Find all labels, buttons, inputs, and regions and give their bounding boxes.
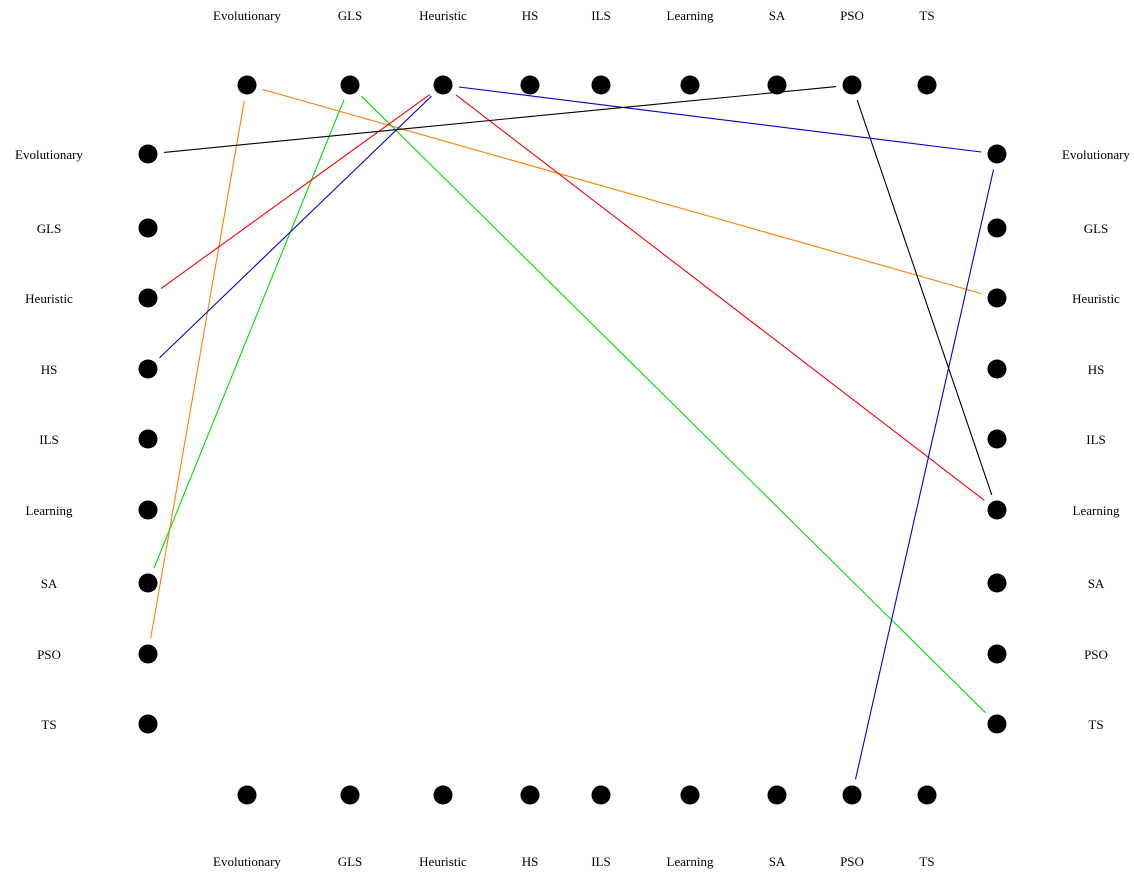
top-label-ils: ILS	[591, 8, 611, 23]
right-node-hs	[987, 359, 1007, 379]
bottom-node-hs	[520, 785, 540, 805]
bottom-node-heuristic	[433, 785, 453, 805]
top-node-hs	[520, 75, 540, 95]
connection-line-11	[854, 169, 995, 780]
left-node-pso	[138, 644, 158, 664]
bottom-label-ts: TS	[919, 854, 934, 869]
bottom-label-gls: GLS	[338, 854, 363, 869]
bottom-node-pso	[842, 785, 862, 805]
top-label-heuristic: Heuristic	[419, 8, 467, 23]
connection-line-7	[458, 86, 982, 153]
left-node-evolutionary	[138, 144, 158, 164]
right-node-evolutionary	[987, 144, 1007, 164]
bottom-label-learning: Learning	[667, 854, 714, 869]
top-node-learning	[680, 75, 700, 95]
top-label-pso: PSO	[840, 8, 864, 23]
top-node-sa	[767, 75, 787, 95]
left-label-evolutionary: Evolutionary	[15, 147, 83, 162]
bottom-node-ils	[591, 785, 611, 805]
bottom-node-learning	[680, 785, 700, 805]
top-node-evolutionary	[237, 75, 257, 95]
right-node-heuristic	[987, 288, 1007, 308]
left-label-pso: PSO	[37, 647, 61, 662]
right-node-gls	[987, 218, 1007, 238]
bottom-label-hs: HS	[522, 854, 539, 869]
left-label-gls: GLS	[37, 221, 62, 236]
left-label-learning: Learning	[26, 503, 73, 518]
connection-line-1	[262, 88, 982, 295]
left-node-heuristic	[138, 288, 158, 308]
top-label-gls: GLS	[338, 8, 363, 23]
bottom-node-sa	[767, 785, 787, 805]
right-label-learning: Learning	[1073, 503, 1120, 518]
right-node-ts	[987, 714, 1007, 734]
left-label-ils: ILS	[39, 432, 59, 447]
right-label-ils: ILS	[1086, 432, 1106, 447]
left-node-sa	[138, 573, 158, 593]
bottom-node-evolutionary	[237, 785, 257, 805]
connection-line-10	[856, 99, 993, 496]
right-node-pso	[987, 644, 1007, 664]
bottom-label-pso: PSO	[840, 854, 864, 869]
right-label-gls: GLS	[1084, 221, 1109, 236]
top-label-evolutionary: Evolutionary	[213, 8, 281, 23]
left-label-heuristic: Heuristic	[25, 291, 73, 306]
right-node-learning	[987, 500, 1007, 520]
connection-lines	[150, 86, 995, 780]
left-node-gls	[138, 218, 158, 238]
right-label-hs: HS	[1088, 362, 1105, 377]
method-labels: Evolutionary GLS Heuristic HS ILS Learning SA P…	[15, 8, 1130, 869]
top-label-hs: HS	[522, 8, 539, 23]
left-node-hs	[138, 359, 158, 379]
left-node-ils	[138, 429, 158, 449]
top-node-heuristic	[433, 75, 453, 95]
top-label-sa: SA	[769, 8, 786, 23]
connection-line-4	[153, 99, 345, 569]
right-node-sa	[987, 573, 1007, 593]
top-node-pso	[842, 75, 862, 95]
connection-line-8	[159, 95, 432, 359]
bottom-label-ils: ILS	[591, 854, 611, 869]
bottom-label-sa: SA	[769, 854, 786, 869]
bottom-node-gls	[340, 785, 360, 805]
right-label-sa: SA	[1088, 576, 1105, 591]
bottom-node-ts	[917, 785, 937, 805]
method-nodes	[138, 75, 1007, 805]
top-node-ts	[917, 75, 937, 95]
bottom-label-evolutionary: Evolutionary	[213, 854, 281, 869]
right-node-ils	[987, 429, 1007, 449]
right-label-heuristic: Heuristic	[1072, 291, 1120, 306]
bottom-label-heuristic: Heuristic	[419, 854, 467, 869]
top-node-gls	[340, 75, 360, 95]
right-label-pso: PSO	[1084, 647, 1108, 662]
top-label-learning: Learning	[667, 8, 714, 23]
left-node-ts	[138, 714, 158, 734]
right-label-ts: TS	[1088, 717, 1103, 732]
connection-line-9	[163, 86, 837, 153]
connection-line-5	[455, 94, 985, 501]
left-label-sa: SA	[41, 576, 58, 591]
top-node-ils	[591, 75, 611, 95]
connection-line-6	[160, 93, 431, 290]
right-label-evolutionary: Evolutionary	[1062, 147, 1130, 162]
top-label-ts: TS	[919, 8, 934, 23]
left-node-learning	[138, 500, 158, 520]
left-label-ts: TS	[41, 717, 56, 732]
connection-line-3	[361, 95, 986, 714]
connection-line-2	[150, 100, 245, 639]
left-label-hs: HS	[41, 362, 58, 377]
